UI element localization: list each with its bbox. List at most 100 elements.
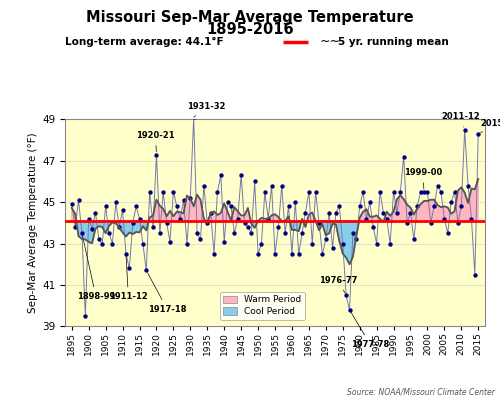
Point (396, 189, 404, 195)
Point (420, 189, 428, 195)
Point (78, 230, 86, 236)
Point (176, 216, 184, 222)
Point (210, 251, 218, 257)
Point (380, 209, 388, 216)
Point (440, 216, 448, 222)
Point (183, 240, 191, 247)
Point (180, 197, 188, 203)
Point (471, 271, 479, 278)
Point (173, 203, 181, 209)
Point (322, 236, 330, 243)
Point (196, 236, 204, 243)
Text: ∼∼: ∼∼ (320, 35, 341, 48)
Point (250, 178, 258, 185)
Point (132, 203, 140, 209)
Point (193, 230, 201, 236)
Point (386, 240, 394, 247)
Point (82, 313, 90, 319)
Point (318, 251, 326, 257)
Text: 1931-32: 1931-32 (187, 102, 226, 117)
Point (128, 220, 136, 226)
Point (294, 251, 302, 257)
Text: Source: NOAA/Missouri Climate Center: Source: NOAA/Missouri Climate Center (347, 387, 495, 396)
Text: 1898-99: 1898-99 (77, 236, 115, 301)
Point (200, 182, 208, 189)
Text: 5 yr. running mean: 5 yr. running mean (338, 37, 448, 47)
Point (308, 240, 316, 247)
Text: 2015-16: 2015-16 (480, 119, 500, 133)
Point (220, 238, 228, 245)
Point (284, 203, 292, 209)
Point (366, 199, 374, 205)
Point (146, 189, 154, 195)
Point (468, 216, 475, 222)
Point (186, 195, 194, 201)
Point (268, 182, 276, 189)
Point (328, 244, 336, 251)
Point (271, 251, 279, 257)
Point (292, 199, 300, 205)
Legend: Warm Period, Cool Period: Warm Period, Cool Period (220, 292, 305, 320)
Point (414, 203, 422, 209)
Point (136, 216, 143, 222)
Point (142, 267, 150, 274)
Point (88, 226, 96, 232)
Point (156, 230, 164, 236)
Point (139, 240, 147, 247)
Point (376, 189, 384, 195)
Point (237, 172, 245, 178)
Point (115, 224, 123, 230)
Point (338, 240, 346, 247)
Point (230, 230, 238, 236)
Point (298, 230, 306, 236)
Point (227, 203, 235, 209)
Point (416, 189, 424, 195)
Point (356, 203, 364, 209)
Point (105, 230, 113, 236)
Point (352, 236, 360, 243)
Text: 1920-21: 1920-21 (136, 131, 175, 152)
Text: 2011-12: 2011-12 (441, 112, 480, 127)
Point (390, 189, 398, 195)
Point (240, 220, 248, 226)
Point (92, 209, 100, 216)
Point (454, 220, 462, 226)
Point (444, 230, 452, 236)
Point (312, 189, 320, 195)
Point (458, 203, 466, 209)
Point (162, 220, 170, 226)
Text: 1911-12: 1911-12 (109, 257, 148, 301)
Point (68, 201, 76, 207)
Point (336, 203, 344, 209)
Point (393, 209, 401, 216)
Point (383, 216, 391, 222)
Point (437, 189, 445, 195)
Point (325, 209, 333, 216)
Point (288, 251, 296, 257)
Point (332, 209, 340, 216)
Point (406, 209, 414, 216)
Point (190, 114, 198, 121)
Point (98, 240, 106, 247)
Point (84, 216, 92, 222)
Point (430, 203, 438, 209)
Point (460, 127, 468, 133)
Text: Long-term average: 44.1°F: Long-term average: 44.1°F (65, 37, 224, 47)
Point (281, 230, 289, 236)
Point (214, 189, 222, 195)
Point (346, 306, 354, 313)
Point (403, 220, 411, 226)
Text: 1895-2016: 1895-2016 (206, 22, 294, 37)
Point (302, 209, 310, 216)
Point (362, 216, 370, 222)
Point (372, 240, 380, 247)
Point (108, 240, 116, 247)
Point (315, 220, 323, 226)
Point (71, 224, 79, 230)
Text: 1999-00: 1999-00 (404, 168, 442, 189)
Point (474, 131, 482, 137)
Point (217, 172, 225, 178)
Point (258, 240, 266, 247)
Point (204, 220, 212, 226)
Point (118, 207, 126, 214)
